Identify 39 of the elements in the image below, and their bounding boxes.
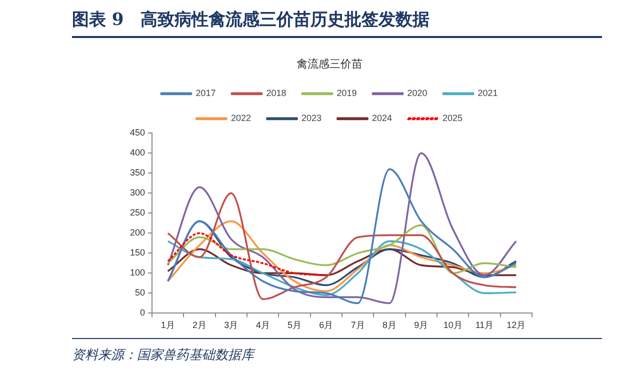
line-series bbox=[166, 248, 518, 276]
chart-title: 图表 9 高致病性禽流感三价苗历史批签发数据 bbox=[72, 9, 430, 31]
x-tick-label: 1月 bbox=[160, 320, 175, 330]
x-tick-label: 2月 bbox=[192, 320, 207, 330]
legend-label: 2022 bbox=[230, 113, 251, 124]
x-tick-label: 6月 bbox=[319, 320, 334, 330]
y-tick-label: 50 bbox=[135, 288, 146, 298]
legend-label: 2020 bbox=[407, 88, 428, 98]
x-tick-label: 12月 bbox=[506, 320, 526, 330]
y-tick-label: 200 bbox=[130, 228, 146, 238]
y-tick-label: 250 bbox=[130, 208, 146, 218]
y-tick-label: 400 bbox=[130, 148, 146, 158]
x-tick-label: 7月 bbox=[350, 320, 365, 330]
chart-subtitle: 禽流感三价苗 bbox=[296, 57, 362, 70]
legend-label: 2024 bbox=[372, 113, 392, 124]
legend-label: 2019 bbox=[336, 88, 357, 98]
x-tick-label: 9月 bbox=[414, 320, 428, 330]
x-tick-label: 8月 bbox=[382, 320, 397, 330]
y-tick-label: 100 bbox=[130, 268, 146, 278]
y-tick-label: 350 bbox=[130, 168, 146, 178]
line-series bbox=[166, 232, 328, 276]
y-tick-label: 450 bbox=[130, 128, 146, 138]
x-tick-label: 11月 bbox=[475, 320, 494, 330]
y-tick-label: 300 bbox=[130, 188, 146, 198]
legend-label: 2025 bbox=[442, 113, 463, 124]
y-tick-label: 0 bbox=[140, 308, 146, 318]
legend-label: 2021 bbox=[478, 88, 498, 98]
legend-label: 2023 bbox=[301, 113, 322, 124]
x-tick-label: 10月 bbox=[443, 320, 462, 330]
legend-label: 2017 bbox=[196, 88, 216, 98]
line-series bbox=[166, 224, 518, 274]
x-tick-label: 4月 bbox=[256, 320, 270, 330]
line-series bbox=[166, 192, 518, 300]
legend-label: 2018 bbox=[266, 88, 286, 98]
y-tick-label: 150 bbox=[130, 248, 146, 258]
text: 资料来源：国家兽药基础数据库 bbox=[72, 347, 254, 364]
x-tick-label: 3月 bbox=[224, 320, 238, 330]
x-tick-label: 5月 bbox=[288, 320, 302, 330]
line-series bbox=[166, 240, 518, 296]
